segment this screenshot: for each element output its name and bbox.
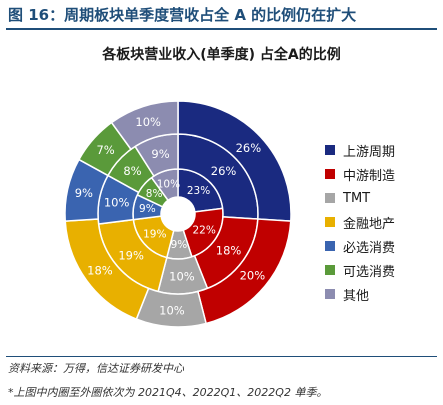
slice-label-ring1-7: 10% (157, 179, 180, 191)
legend-label: 其他 (343, 288, 370, 304)
legend-swatch (325, 193, 335, 203)
slice-label-ring3-7: 10% (135, 115, 161, 129)
footnote: *上图中内圈至外圈依次为 2021Q4、2022Q1、2022Q2 单季。 (8, 386, 328, 399)
chart-title: 各板块营业收入(单季度) 占全A的比例 (102, 47, 341, 63)
slice-label-ring2-4: 19% (118, 248, 144, 262)
slice-label-ring1-2: 22% (192, 225, 215, 237)
slice-label-ring3-5: 9% (75, 186, 93, 200)
slice-label-ring2-2: 18% (216, 244, 242, 258)
legend-item-finance: 金融地产 (325, 210, 441, 234)
slice-label-ring3-6: 7% (96, 143, 114, 157)
legend-item-other: 其他 (325, 282, 441, 306)
legend-swatch (325, 241, 335, 251)
legend-item-midstream: 中游制造 (325, 162, 441, 186)
legend-swatch (325, 217, 335, 227)
slice-label-ring2-5: 10% (104, 195, 130, 209)
legend-label: 中游制造 (343, 168, 396, 184)
slice-label-ring1-4: 19% (143, 229, 166, 241)
legend-label: TMT (343, 190, 371, 206)
legend-item-tmt: TMT (325, 186, 441, 210)
slice-label-ring1-1: 23% (187, 185, 210, 197)
slice-label-ring3-3: 10% (159, 303, 185, 317)
slice-label-ring1-6: 8% (146, 188, 163, 200)
figure-title: 图 16：周期板块单季度营收占全 A 的比例仍在扩大 (8, 6, 357, 24)
slice-label-ring2-3: 10% (169, 269, 195, 283)
slice-ring3-7 (110, 100, 179, 151)
legend-swatch (325, 169, 335, 179)
slice-label-ring1-5: 9% (139, 203, 156, 215)
legend-label: 金融地产 (343, 216, 396, 232)
legend-label: 必选消费 (343, 240, 396, 256)
legend-swatch (325, 265, 335, 275)
slice-label-ring2-1: 26% (211, 164, 237, 178)
legend-label: 上游周期 (343, 144, 396, 160)
slice-label-ring2-6: 8% (123, 164, 141, 178)
slice-label-ring2-7: 9% (151, 147, 169, 161)
slice-label-ring3-1: 26% (236, 141, 262, 155)
legend: 上游周期 中游制造 TMT 金融地产 必选消费 可选消费 其他 (325, 138, 441, 306)
legend-item-discretionary: 可选消费 (325, 258, 441, 282)
legend-swatch (325, 289, 335, 299)
slice-label-ring3-4: 18% (87, 264, 113, 278)
legend-swatch (325, 145, 335, 155)
source-note: 资料来源：万得，信达证券研发中心 (8, 362, 184, 375)
legend-label: 可选消费 (343, 264, 396, 280)
legend-item-upstream: 上游周期 (325, 138, 441, 162)
legend-item-staples: 必选消费 (325, 234, 441, 258)
slice-label-ring3-2: 20% (240, 269, 266, 283)
source-rule (6, 356, 437, 357)
title-rule (6, 28, 437, 30)
slice-label-ring1-3: 9% (171, 239, 188, 251)
